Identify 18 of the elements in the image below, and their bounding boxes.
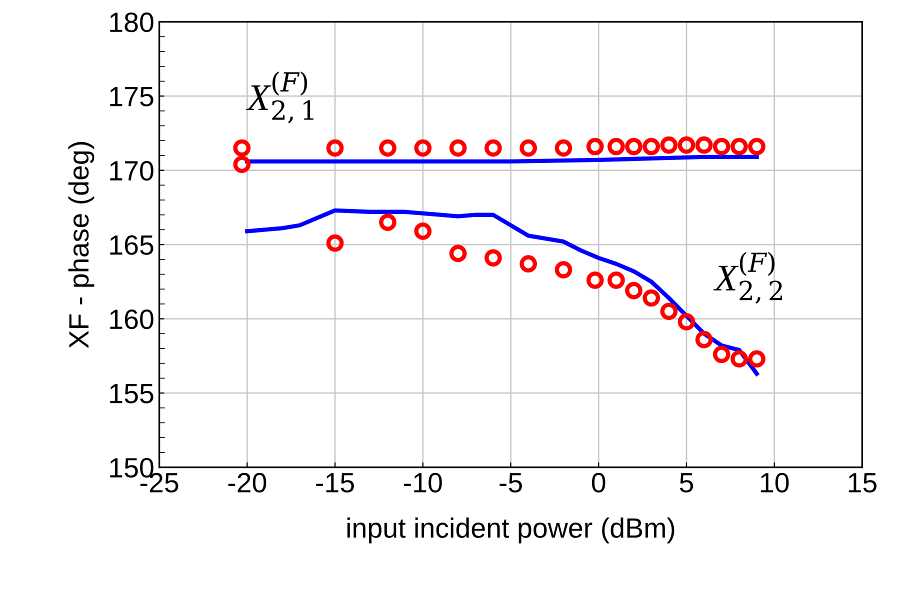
y-tick-label: 165 <box>110 235 154 255</box>
x-tick-label: -20 <box>228 472 266 493</box>
y-axis-title: XF - phase (deg) <box>68 142 94 348</box>
y-tick-label: 180 <box>110 12 154 32</box>
x-tick-label: 0 <box>592 472 606 493</box>
x-tick-label: -5 <box>500 473 522 493</box>
x-tick-label: 5 <box>680 473 694 493</box>
x-tick-label: 15 <box>848 473 876 493</box>
y-tick-label: 170 <box>110 160 154 181</box>
y-tick-label: 160 <box>110 309 154 330</box>
x-tick-label: -10 <box>404 472 442 493</box>
annotation: X$^{(F)}$$_{2,2}$ <box>713 252 782 304</box>
x-tick-label: 10 <box>761 472 789 493</box>
x-axis-title: input incident power (dBm) <box>347 517 674 544</box>
y-tick-label: 155 <box>110 384 154 404</box>
x-tick-label: -15 <box>316 473 354 493</box>
annotation: X$^{(F)}$$_{2,1}$ <box>246 71 314 124</box>
y-tick-label: 175 <box>110 87 154 106</box>
